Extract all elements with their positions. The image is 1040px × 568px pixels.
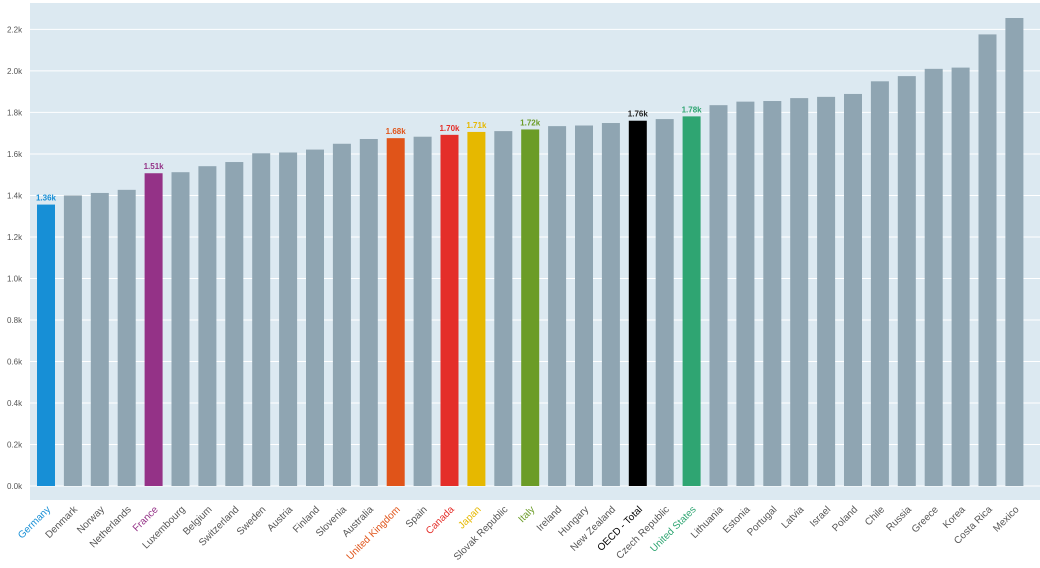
bar-slovenia[interactable] <box>332 143 351 487</box>
x-tick-label: Italy <box>517 504 538 525</box>
bar-latvia[interactable] <box>790 98 809 486</box>
y-tick-label: 0.6k <box>7 357 23 366</box>
y-tick-label: 1.4k <box>7 191 23 200</box>
bar-spain[interactable] <box>413 136 432 486</box>
y-axis-ticks: 0.0k 0.2k 0.4k 0.6k 0.8k 1.0k 1.2k 1.4k 1.6k 1.8k… <box>7 25 23 491</box>
y-tick-label: 1.2k <box>7 233 23 242</box>
y-tick-label: 0.0k <box>7 482 23 491</box>
y-tick-label: 2.2k <box>7 25 23 34</box>
bar-norway[interactable] <box>90 192 109 487</box>
bar-austria[interactable] <box>279 152 298 486</box>
bar-new-zealand[interactable] <box>601 123 620 486</box>
bar-russia[interactable] <box>897 76 916 486</box>
y-tick-label: 2.0k <box>7 67 23 76</box>
bar-chile[interactable] <box>870 81 889 487</box>
data-label: 1.36k <box>36 194 57 203</box>
bar-mexico[interactable] <box>1005 18 1024 486</box>
bar-belgium[interactable] <box>198 166 217 486</box>
bar-switzerland[interactable] <box>225 162 244 486</box>
bar-japan[interactable] <box>467 131 486 487</box>
x-tick-label: Poland <box>830 504 860 534</box>
y-tick-label: 1.6k <box>7 150 23 159</box>
x-tick-label: Latvia <box>780 504 807 531</box>
bar-portugal[interactable] <box>763 101 782 487</box>
x-tick-label: Chile <box>863 504 887 528</box>
bar-united-states[interactable] <box>682 116 701 487</box>
bars <box>37 18 1024 487</box>
bar-slovak-republic[interactable] <box>494 131 513 486</box>
x-tick-label: Greece <box>910 504 941 535</box>
y-tick-label: 0.4k <box>7 399 23 408</box>
y-tick-label: 0.2k <box>7 440 23 449</box>
data-label: 1.72k <box>520 118 541 127</box>
bar-ireland[interactable] <box>548 126 567 486</box>
data-label: 1.78k <box>682 105 703 114</box>
x-tick-label: Israel <box>808 504 833 529</box>
bar-italy[interactable] <box>521 129 540 486</box>
bar-germany[interactable] <box>37 204 55 486</box>
data-label: 1.71k <box>466 121 487 130</box>
bar-greece[interactable] <box>924 68 943 486</box>
y-tick-label: 0.8k <box>7 316 23 325</box>
data-label: 1.70k <box>439 124 460 133</box>
bar-korea[interactable] <box>951 67 970 486</box>
x-tick-label: Portugal <box>745 504 779 538</box>
bar-denmark[interactable] <box>63 195 82 486</box>
x-tick-label: Mexico <box>991 504 1021 534</box>
x-tick-label: Austria <box>265 504 295 534</box>
y-tick-label: 1.8k <box>7 108 23 117</box>
bar-estonia[interactable] <box>736 101 755 487</box>
y-tick-label: 1.0k <box>7 274 23 283</box>
x-tick-label: Sweden <box>235 504 268 537</box>
bar-israel[interactable] <box>817 96 836 486</box>
bar-sweden[interactable] <box>252 153 271 486</box>
x-tick-label: Canada <box>424 504 457 537</box>
bar-netherlands[interactable] <box>117 189 136 486</box>
bar-oecd-total[interactable] <box>628 120 647 487</box>
bar-france[interactable] <box>144 173 163 487</box>
bar-czech-republic[interactable] <box>655 119 674 486</box>
x-axis-labels: GermanyDenmarkNorwayNetherlandsFranceLux… <box>16 504 1022 563</box>
bar-costa-rica[interactable] <box>978 34 997 486</box>
bar-finland[interactable] <box>306 149 324 487</box>
bar-luxembourg[interactable] <box>171 172 190 486</box>
bar-hungary[interactable] <box>575 125 593 486</box>
x-tick-label: Russia <box>885 504 915 534</box>
data-label: 1.76k <box>628 110 649 119</box>
bar-australia[interactable] <box>359 138 378 486</box>
bar-united-kingdom[interactable] <box>386 138 405 486</box>
data-label: 1.51k <box>144 162 165 171</box>
bar-canada[interactable] <box>440 134 459 486</box>
bar-poland[interactable] <box>844 93 862 486</box>
data-labels: 1.36k 1.51k 1.68k 1.70k 1.71k 1.72k 1.76k 1.78k <box>36 105 702 202</box>
bar-lithuania[interactable] <box>709 105 728 487</box>
data-label: 1.68k <box>386 127 407 136</box>
